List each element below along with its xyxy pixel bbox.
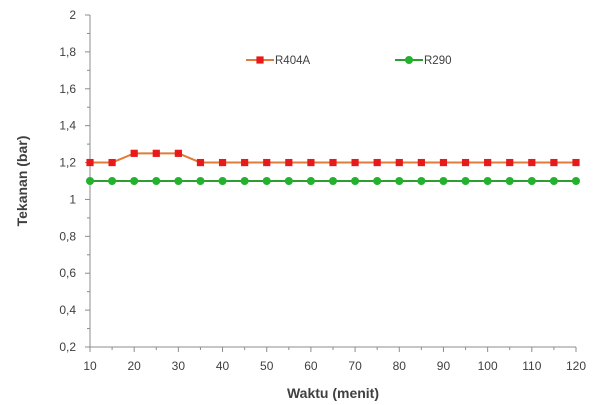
y-tick-label: 0,4 <box>59 303 76 317</box>
data-point-r404a <box>417 158 425 167</box>
x-tick-label: 40 <box>216 359 230 373</box>
x-tick-label: 70 <box>348 359 362 373</box>
data-point-r404a <box>174 149 182 157</box>
legend-label-r404a: R404A <box>275 55 310 67</box>
data-point-r290 <box>395 177 404 185</box>
data-point-r404a <box>550 158 558 167</box>
data-point-r290 <box>549 177 558 185</box>
x-tick-label: 30 <box>172 359 186 373</box>
data-point-r290 <box>439 177 448 185</box>
data-point-r404a <box>506 158 514 167</box>
data-point-r404a <box>218 158 227 167</box>
data-point-r290 <box>86 177 94 185</box>
data-point-r290 <box>130 177 139 185</box>
data-point-r404a <box>395 158 403 167</box>
y-tick-label: 0,6 <box>59 266 76 280</box>
data-point-r404a <box>285 158 293 167</box>
y-tick-label: 1,4 <box>59 119 76 133</box>
x-tick-label: 120 <box>566 359 586 373</box>
data-point-r290 <box>152 177 161 185</box>
x-tick-label: 10 <box>83 359 97 373</box>
data-point-r404a <box>241 158 249 167</box>
data-point-r290 <box>572 177 580 185</box>
data-point-r290 <box>174 177 183 185</box>
x-tick-label: 110 <box>522 359 541 373</box>
data-point-r404a <box>484 158 492 167</box>
data-point-r404a <box>108 158 116 167</box>
data-point-r290 <box>461 177 470 185</box>
data-point-r404a <box>152 149 160 157</box>
data-point-r290 <box>527 177 536 185</box>
data-point-r290 <box>417 177 426 185</box>
data-point-r404a <box>572 158 580 167</box>
legend-marker-r290 <box>405 56 413 64</box>
data-point-r290 <box>108 177 117 185</box>
x-tick-label: 60 <box>304 359 318 373</box>
y-tick-label: 2 <box>69 8 76 22</box>
x-tick-label: 90 <box>437 359 451 373</box>
data-point-r290 <box>329 177 337 185</box>
x-tick-label: 50 <box>260 359 274 373</box>
data-point-r290 <box>351 177 360 185</box>
y-tick-label: 1,6 <box>59 82 76 96</box>
legend-label-r290: R290 <box>424 55 452 67</box>
data-point-r404a <box>461 158 470 167</box>
y-tick-label: 1,2 <box>59 156 76 170</box>
data-point-r290 <box>284 177 293 185</box>
y-tick-label: 0,8 <box>59 229 76 243</box>
x-tick-label: 80 <box>393 359 407 373</box>
data-point-r290 <box>483 177 492 185</box>
legend-marker-r404a <box>256 56 264 64</box>
data-point-r404a <box>86 158 94 167</box>
x-axis-title: Waktu (menit) <box>287 385 379 401</box>
data-point-r290 <box>373 177 382 185</box>
data-point-r290 <box>218 177 227 185</box>
data-point-r404a <box>528 158 536 167</box>
data-point-r404a <box>373 158 381 167</box>
data-point-r404a <box>351 158 359 167</box>
data-point-r404a <box>130 149 138 157</box>
y-tick-label: 1 <box>69 192 76 206</box>
data-point-r404a <box>329 158 337 167</box>
data-point-r290 <box>505 177 514 185</box>
data-point-r404a <box>196 158 205 167</box>
data-point-r290 <box>196 177 205 185</box>
data-point-r290 <box>240 177 249 185</box>
x-tick-label: 20 <box>128 359 142 373</box>
data-point-r404a <box>307 158 315 167</box>
y-tick-label: 1,8 <box>59 45 76 59</box>
x-tick-label: 100 <box>478 359 498 373</box>
data-point-r404a <box>439 158 448 167</box>
data-point-r404a <box>263 158 271 167</box>
y-tick-label: 0,2 <box>59 340 76 354</box>
y-axis-title: Tekanan (bar) <box>14 136 30 227</box>
data-point-r290 <box>306 177 315 185</box>
data-point-r290 <box>262 177 271 185</box>
